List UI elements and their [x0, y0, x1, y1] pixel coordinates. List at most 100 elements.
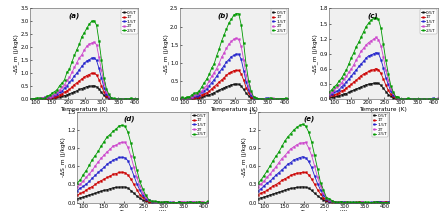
2.5T — [52, 90, 57, 93]
1T — [211, 85, 217, 88]
1.5T — [27, 98, 33, 100]
1T — [418, 98, 423, 100]
1.5T — [79, 65, 84, 68]
0.5T — [119, 186, 125, 188]
0.5T — [386, 93, 391, 96]
1.5T — [187, 96, 192, 99]
1T — [134, 188, 140, 191]
0.5T — [244, 92, 249, 94]
1.5T — [106, 95, 111, 98]
2.5T — [209, 67, 214, 69]
0.5T — [27, 98, 33, 100]
0.5T — [393, 97, 398, 100]
0.5T — [376, 82, 381, 85]
2T — [357, 201, 362, 204]
2.5T — [189, 93, 194, 96]
0.5T — [381, 201, 386, 204]
1T — [430, 98, 435, 100]
1T — [280, 98, 286, 100]
2T — [194, 93, 199, 95]
Text: (c): (c) — [367, 12, 378, 19]
1T — [176, 201, 181, 204]
0.5T — [179, 98, 185, 100]
0.5T — [189, 97, 194, 100]
2.5T — [54, 88, 60, 91]
2T — [62, 84, 67, 86]
0.5T — [366, 83, 371, 85]
2.5T — [80, 173, 86, 176]
2T — [111, 98, 116, 100]
2.5T — [179, 201, 184, 204]
2T — [256, 98, 261, 100]
1.5T — [182, 97, 187, 100]
2.5T — [329, 89, 334, 91]
2.5T — [393, 95, 398, 98]
2T — [362, 201, 368, 204]
0.5T — [432, 98, 438, 100]
0.5T — [266, 98, 271, 100]
2T — [321, 192, 326, 194]
0.5T — [128, 189, 133, 192]
0.5T — [282, 189, 287, 191]
2T — [104, 91, 109, 93]
2.5T — [111, 97, 116, 100]
1T — [345, 201, 350, 204]
1T — [388, 93, 393, 96]
1T — [270, 185, 275, 187]
1T — [282, 177, 287, 180]
Legend: 0.5T, 1T, 1.5T, 2T, 2.5T: 0.5T, 1T, 1.5T, 2T, 2.5T — [420, 9, 437, 34]
2T — [131, 166, 137, 168]
0.5T — [341, 93, 347, 95]
2.5T — [35, 96, 40, 99]
1.5T — [206, 201, 211, 204]
1.5T — [199, 91, 205, 94]
2.5T — [358, 36, 364, 38]
1T — [32, 97, 38, 100]
1.5T — [381, 201, 386, 204]
2T — [415, 97, 420, 100]
2T — [248, 92, 254, 95]
0.5T — [187, 97, 192, 100]
1T — [339, 89, 344, 92]
1.5T — [329, 93, 334, 95]
1T — [206, 201, 211, 204]
1.5T — [351, 71, 357, 74]
Line: 2.5T: 2.5T — [179, 13, 289, 100]
0.5T — [342, 201, 347, 204]
2T — [312, 165, 317, 167]
1.5T — [122, 157, 128, 159]
0.5T — [351, 201, 356, 204]
0.5T — [106, 97, 111, 100]
0.5T — [276, 191, 282, 193]
2T — [278, 97, 283, 100]
2.5T — [285, 135, 290, 138]
1T — [264, 189, 270, 192]
2.5T — [398, 98, 403, 100]
2.5T — [351, 201, 356, 204]
Line: 1T: 1T — [179, 69, 289, 100]
2.5T — [373, 16, 379, 19]
2.5T — [363, 25, 369, 28]
1.5T — [383, 201, 389, 204]
1T — [123, 98, 129, 100]
0.5T — [229, 84, 234, 86]
1T — [241, 79, 246, 81]
2.5T — [271, 98, 276, 100]
1T — [27, 98, 33, 100]
2T — [106, 95, 111, 97]
0.5T — [62, 94, 67, 97]
2T — [116, 98, 122, 100]
2.5T — [62, 78, 67, 81]
1.5T — [371, 53, 376, 55]
2T — [359, 200, 365, 203]
1.5T — [185, 201, 190, 204]
1T — [131, 183, 137, 186]
1.5T — [388, 90, 393, 93]
0.5T — [114, 186, 119, 188]
0.5T — [288, 187, 293, 190]
1.5T — [131, 98, 136, 100]
2T — [177, 97, 182, 100]
2T — [345, 201, 350, 204]
1T — [351, 81, 357, 83]
2T — [253, 97, 259, 99]
